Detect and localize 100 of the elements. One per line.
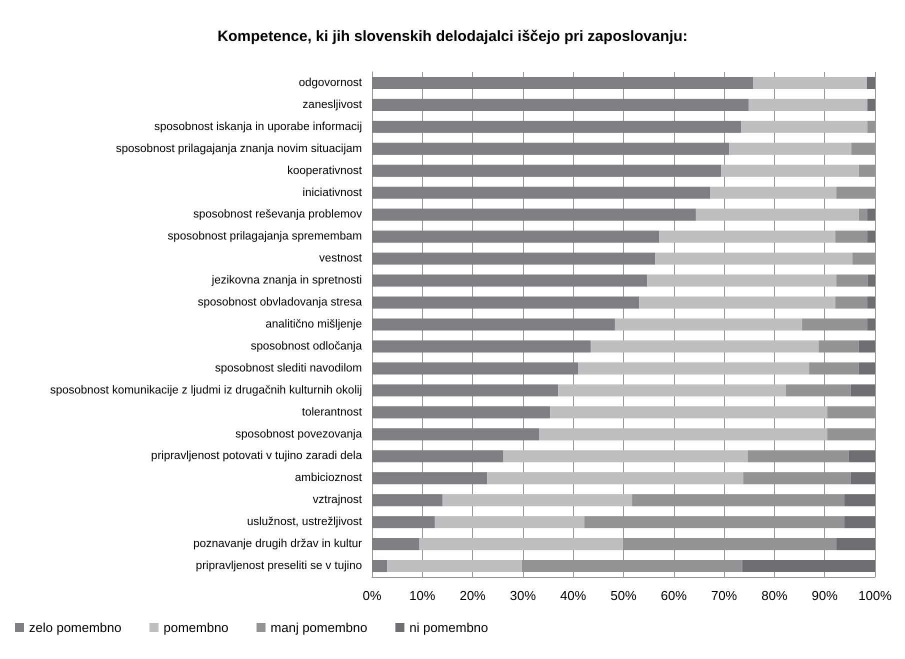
bar: [372, 362, 578, 374]
bar: [538, 428, 828, 440]
bar: [867, 230, 875, 243]
bar: [866, 76, 875, 90]
bar: [372, 538, 420, 550]
x-tick-label: 10%: [409, 588, 436, 603]
bar: [590, 340, 819, 352]
bar: [372, 494, 442, 506]
bar: [434, 516, 584, 528]
y-tick-label: sposobnost komunikacije z ljudmi iz drugačnih kulturnih okolij: [50, 384, 362, 396]
bar: [372, 406, 550, 418]
bar: [372, 516, 435, 528]
bar: [372, 76, 754, 90]
y-tick-label: vestnost: [319, 252, 363, 265]
bar: [372, 560, 388, 572]
y-tick-label: sposobnost odločanja: [250, 340, 363, 352]
bar: [372, 230, 660, 243]
y-tick-label: jezikovna znanja in spretnosti: [210, 274, 362, 287]
bar: [858, 208, 868, 221]
y-tick-label: ambicioznost: [294, 472, 363, 484]
y-tick-label: sposobnost slediti navodilom: [214, 362, 362, 374]
bar: [487, 472, 744, 484]
bar: [372, 186, 710, 199]
bar: [372, 384, 558, 396]
x-tick-label: 100%: [858, 588, 892, 603]
bar: [858, 340, 875, 352]
y-tick-label: odgovornost: [298, 76, 363, 89]
bar: [836, 274, 868, 287]
bar: [867, 208, 875, 221]
x-tick-label: 30%: [510, 588, 536, 603]
bar: [868, 274, 875, 287]
legend-label: zelo pomembno: [29, 620, 122, 635]
y-tick-label: uslužnost, ustrežljivost: [246, 516, 363, 528]
bar: [753, 76, 867, 90]
bar: [372, 98, 749, 111]
bar: [503, 450, 748, 462]
y-tick-label: zanesljivost: [302, 98, 363, 111]
bar: [372, 252, 656, 265]
y-tick-label: sposobnost obvladovanja stresa: [198, 296, 363, 309]
x-tick-label: 20%: [460, 588, 486, 603]
bar: [558, 384, 786, 396]
bar: [835, 296, 868, 309]
bar: [844, 494, 875, 506]
x-tick-label: 0%: [362, 588, 382, 603]
bar: [836, 538, 875, 550]
y-tick-label: tolerantnost: [302, 406, 363, 418]
bar: [659, 230, 836, 243]
bar: [710, 186, 836, 199]
x-tick-label: 60%: [660, 588, 688, 603]
bar: [419, 538, 623, 550]
bar: [387, 560, 522, 572]
y-tick-label: sposobnost reševanja problemov: [193, 208, 362, 221]
y-tick-label: sposobnost povezovanja: [235, 428, 363, 440]
bar: [858, 362, 875, 374]
x-tick-label: 70%: [711, 588, 738, 603]
x-tick-label: 90%: [812, 588, 838, 603]
bar: [696, 208, 859, 221]
bar: [372, 164, 722, 177]
chart-title: Kompetence, ki jih slovenskih delodajalci iščejo pri zaposlovanju:: [217, 28, 688, 45]
bar: [721, 164, 859, 177]
legend-label: manj pomembno: [270, 620, 368, 635]
bar: [372, 142, 730, 155]
x-tick-label: 50%: [610, 588, 637, 603]
y-tick-label: kooperativnost: [287, 164, 363, 177]
bar: [372, 450, 504, 462]
bar: [372, 472, 488, 484]
bar: [742, 560, 875, 572]
y-tick-label: sposobnost iskanja in uporabe informacij: [154, 120, 362, 133]
y-tick-label: vztrajnost: [312, 494, 363, 506]
bar: [748, 98, 868, 111]
bar: [372, 340, 591, 352]
bar: [848, 450, 875, 462]
y-tick-label: sposobnost prilagajanja znanja novim situacijam: [116, 142, 362, 155]
bar: [614, 318, 802, 331]
bar: [372, 428, 539, 440]
bar: [741, 120, 868, 133]
bar: [844, 516, 875, 528]
bar: [372, 274, 648, 287]
bar: [655, 252, 852, 265]
y-tick-label: analitično mišljenje: [265, 318, 362, 330]
bar: [639, 296, 836, 309]
y-tick-label: sposobnost prilagajanja spremembam: [168, 230, 362, 243]
bar: [442, 494, 632, 506]
bar: [372, 318, 615, 331]
y-tick-label: pripravljenost potovati v tujino zaradi dela: [151, 450, 363, 462]
y-tick-label: iniciativnost: [302, 186, 363, 199]
bar: [835, 230, 868, 243]
y-tick-label: poznavanje drugih držav in kultur: [193, 538, 362, 550]
x-tick-label: 80%: [761, 588, 788, 603]
bar: [372, 296, 640, 309]
bar: [647, 274, 836, 287]
bar: [850, 472, 875, 484]
y-tick-label: pripravljenost preseliti se v tujino: [196, 560, 362, 572]
bar: [850, 384, 875, 396]
x-tick-label: 40%: [560, 588, 587, 603]
bar: [729, 142, 852, 155]
bar: [578, 362, 810, 374]
bar: [372, 120, 742, 133]
legend-label: pomembno: [164, 620, 229, 635]
bar: [867, 98, 875, 111]
